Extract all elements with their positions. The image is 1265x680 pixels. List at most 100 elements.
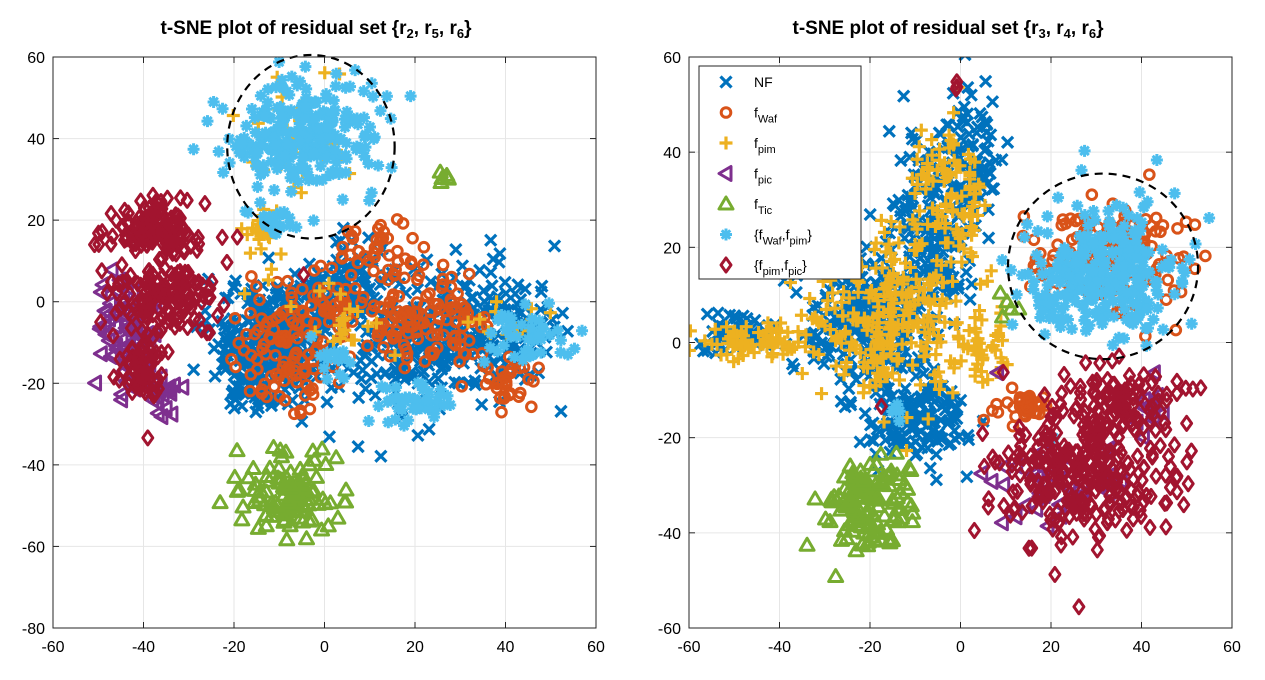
point-fWaf_fpim: [1150, 276, 1163, 289]
point-fWaf_fpim: [1047, 272, 1060, 285]
point-fpim_fpic: [1062, 455, 1076, 473]
point-fWaf_fpim: [1133, 308, 1146, 321]
point-NF: [374, 449, 388, 463]
point-fWaf_fpim: [292, 175, 305, 188]
point-fpim_fpic: [160, 214, 174, 232]
point-fWaf: [436, 272, 450, 286]
point-fpim_fpic: [200, 324, 214, 342]
point-fWaf: [382, 249, 396, 262]
legend-marker-NF: [719, 75, 733, 89]
point-fWaf_fpim: [1034, 311, 1047, 324]
point-fWaf: [1064, 212, 1077, 225]
point-fWaf_fpim: [317, 127, 330, 140]
point-fWaf_fpim: [1075, 164, 1088, 177]
legend-label-fWaf: fWaf: [754, 105, 778, 126]
point-fWaf_fpim: [201, 115, 214, 128]
series-fTic: [211, 163, 457, 547]
point-NF: [958, 57, 972, 62]
point-fWaf_fpim: [310, 174, 323, 187]
point-fWaf_fpim: [543, 328, 556, 341]
point-fpim: [872, 300, 886, 314]
point-fpim: [857, 360, 871, 374]
point-fWaf: [1005, 381, 1019, 395]
point-fTic: [291, 460, 309, 476]
point-NF: [838, 400, 852, 414]
point-fpim_fpic: [1158, 414, 1172, 432]
point-fpim_fpic: [1148, 394, 1162, 412]
point-fWaf_fpim: [271, 162, 284, 175]
point-fTic: [871, 523, 889, 539]
point-fpim_fpic: [158, 259, 172, 277]
legend-marker-fpic: [717, 165, 733, 182]
point-fWaf_fpim: [339, 166, 352, 179]
point-fpim: [842, 291, 856, 305]
point-fWaf_fpim: [1036, 268, 1049, 281]
point-fpim: [799, 328, 813, 342]
point-fpim: [961, 339, 975, 353]
point-NF: [368, 388, 382, 402]
point-fWaf_fpim: [1108, 270, 1121, 283]
point-fpic: [149, 404, 165, 422]
point-fpim_fpic: [1106, 476, 1120, 494]
point-fpim_fpic: [1131, 413, 1145, 431]
point-fWaf_fpim: [1134, 288, 1147, 301]
left-chart-title: t-SNE plot of residual set {r2, r5, r6}: [160, 18, 472, 41]
point-fTic: [860, 519, 878, 535]
point-fWaf_fpim: [1130, 228, 1143, 241]
point-fWaf: [424, 345, 437, 359]
point-fWaf_fpim: [410, 394, 423, 407]
point-NF: [422, 422, 436, 436]
point-fWaf_fpim: [554, 346, 567, 359]
point-fWaf_fpim: [1106, 245, 1119, 258]
point-fWaf_fpim: [1131, 313, 1144, 326]
point-fpim: [947, 106, 961, 120]
point-fWaf_fpim: [270, 218, 283, 231]
point-fWaf_fpim: [1078, 314, 1091, 327]
point-NF: [927, 395, 941, 409]
point-fpim: [930, 204, 944, 218]
point-fWaf_fpim: [412, 376, 425, 389]
point-fWaf_fpim: [1093, 303, 1106, 316]
point-fpim_fpic: [122, 370, 136, 388]
point-fWaf_fpim: [1120, 251, 1133, 264]
point-fWaf: [455, 379, 469, 393]
point-fWaf: [228, 312, 242, 325]
point-NF: [448, 375, 462, 389]
point-fpim_fpic: [1003, 506, 1017, 524]
point-fWaf_fpim: [363, 194, 376, 207]
point-fpim_fpic: [986, 448, 1000, 466]
point-fWaf_fpim: [298, 112, 311, 125]
point-fWaf_fpim: [305, 330, 318, 343]
point-fWaf_fpim: [367, 90, 380, 103]
point-NF: [964, 277, 979, 291]
point-fWaf: [304, 299, 318, 312]
point-fWaf_fpim: [404, 90, 417, 103]
point-fWaf_fpim: [1005, 264, 1018, 277]
point-fTic: [896, 475, 914, 491]
point-fpim: [935, 292, 949, 306]
point-fpic: [92, 345, 108, 363]
point-fpim_fpic: [215, 228, 229, 246]
point-fpim_fpic: [1056, 473, 1070, 491]
point-fpim_fpic: [1054, 536, 1068, 554]
point-fWaf_fpim: [318, 362, 331, 375]
point-fWaf_fpim: [1135, 267, 1148, 280]
point-fWaf_fpim: [1108, 225, 1121, 238]
point-fWaf_fpim: [1136, 259, 1149, 272]
point-fpim: [908, 186, 922, 200]
point-fWaf_fpim: [338, 121, 351, 134]
point-NF: [498, 275, 512, 289]
point-fpim: [892, 236, 906, 250]
point-fWaf_fpim: [325, 166, 338, 179]
point-fpim_fpic: [977, 457, 991, 475]
point-fpim_fpic: [1066, 528, 1080, 546]
point-fpic: [993, 514, 1009, 532]
point-fWaf_fpim: [1021, 218, 1034, 231]
point-fpim: [735, 336, 749, 350]
point-fWaf_fpim: [223, 132, 236, 145]
point-NF: [736, 309, 750, 323]
point-fTic: [850, 516, 868, 532]
point-fpim_fpic: [143, 341, 157, 359]
point-fWaf_fpim: [296, 127, 309, 140]
point-fpim_fpic: [976, 425, 990, 443]
